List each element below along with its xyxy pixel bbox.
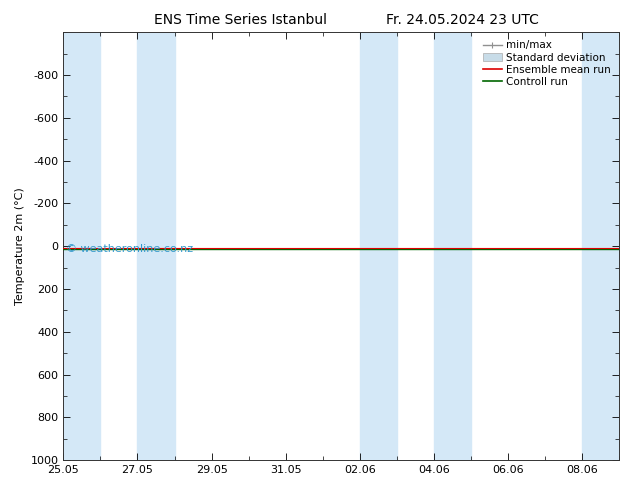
- Bar: [582, 32, 619, 460]
- Bar: [138, 32, 174, 460]
- Bar: [63, 32, 100, 460]
- Text: Fr. 24.05.2024 23 UTC: Fr. 24.05.2024 23 UTC: [386, 13, 540, 27]
- Bar: [359, 32, 397, 460]
- Text: © weatheronline.co.nz: © weatheronline.co.nz: [66, 244, 193, 254]
- Text: ENS Time Series Istanbul: ENS Time Series Istanbul: [155, 13, 327, 27]
- Legend: min/max, Standard deviation, Ensemble mean run, Controll run: min/max, Standard deviation, Ensemble me…: [480, 37, 614, 90]
- Y-axis label: Temperature 2m (°C): Temperature 2m (°C): [15, 187, 25, 305]
- Bar: [434, 32, 471, 460]
